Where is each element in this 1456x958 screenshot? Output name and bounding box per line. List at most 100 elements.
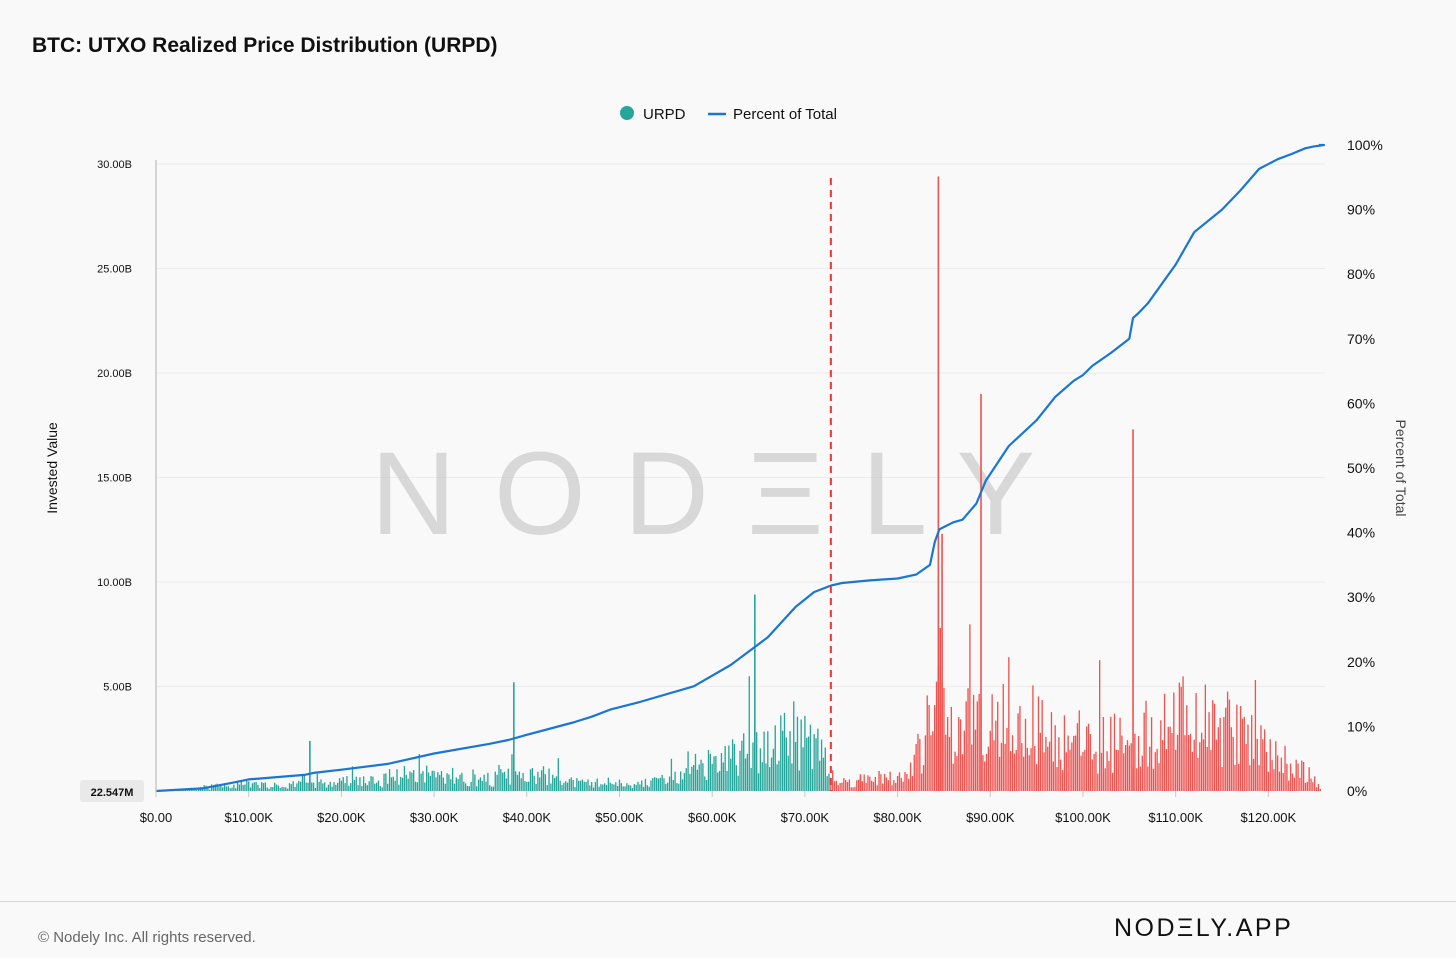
- copyright-text: © Nodely Inc. All rights reserved.: [38, 929, 256, 946]
- urpd-bar: [273, 782, 276, 791]
- urpd-bar: [670, 758, 673, 791]
- urpd-bar: [704, 776, 706, 791]
- urpd-bar: [540, 770, 543, 791]
- urpd-bar: [1247, 724, 1249, 791]
- urpd-bar: [605, 785, 608, 791]
- urpd-bar: [1295, 759, 1297, 791]
- urpd-bar: [405, 774, 407, 791]
- urpd-bar: [783, 712, 786, 791]
- y2-axis-ticks: 0% 10% 20% 30% 40% 50% 60% 70% 80% 90% 100%: [1347, 137, 1383, 799]
- y-tick-label: 30.00B: [97, 159, 132, 171]
- urpd-bar: [518, 771, 521, 791]
- brand-logo[interactable]: NODΞLY.APP: [1114, 914, 1294, 942]
- urpd-bar: [253, 782, 255, 791]
- urpd-bar: [1022, 756, 1025, 791]
- urpd-bar: [1230, 727, 1232, 791]
- legend-item-percent-of-total[interactable]: Percent of Total: [708, 106, 837, 123]
- urpd-bar: [1037, 696, 1040, 791]
- urpd-bar: [1004, 743, 1006, 791]
- urpd-bar: [1156, 748, 1158, 791]
- urpd-bar: [472, 769, 474, 791]
- urpd-bar: [1202, 739, 1205, 791]
- urpd-bar: [246, 781, 248, 791]
- x-tick-label: $80.00K: [873, 810, 922, 825]
- urpd-bar: [335, 784, 337, 791]
- urpd-bar: [1163, 693, 1166, 791]
- urpd-bar: [1108, 761, 1110, 791]
- urpd-bar: [383, 773, 385, 791]
- urpd-bar: [279, 788, 281, 791]
- urpd-spike-bar: [859, 774, 862, 791]
- x-tick-label: $100.00K: [1055, 810, 1111, 825]
- urpd-bar: [774, 725, 776, 791]
- urpd-bar: [218, 786, 220, 791]
- urpd-bar: [1288, 780, 1290, 791]
- x-tick-label: $110.00K: [1148, 810, 1203, 825]
- urpd-bar: [529, 769, 532, 791]
- urpd-bar: [572, 780, 574, 791]
- urpd-bar: [539, 777, 541, 791]
- urpd-bar: [963, 730, 965, 791]
- x-tick-label: $0.00: [140, 810, 173, 825]
- urpd-bar: [1275, 741, 1277, 791]
- urpd-bar: [1171, 733, 1173, 791]
- urpd-bar: [1260, 725, 1262, 791]
- urpd-bar: [311, 782, 313, 791]
- urpd-bar: [848, 779, 851, 791]
- urpd-bar: [566, 782, 569, 791]
- urpd-bar: [681, 779, 684, 791]
- urpd-bar: [1187, 735, 1190, 791]
- urpd-bar: [906, 774, 908, 791]
- urpd-bar: [1251, 715, 1253, 791]
- urpd-bar: [324, 782, 326, 791]
- urpd-bar: [476, 786, 478, 791]
- urpd-bar: [830, 785, 832, 791]
- urpd-bar: [591, 782, 593, 791]
- urpd-bar: [932, 731, 934, 791]
- urpd-bar: [1089, 734, 1092, 791]
- urpd-bar: [1150, 717, 1153, 791]
- urpd-bar: [689, 773, 691, 791]
- urpd-bar: [602, 784, 604, 791]
- urpd-bar: [837, 785, 839, 791]
- urpd-bar: [231, 787, 233, 791]
- urpd-bar: [1232, 736, 1234, 791]
- urpd-bar: [1193, 739, 1195, 791]
- urpd-bar: [1173, 692, 1175, 791]
- urpd-bar: [687, 751, 689, 791]
- urpd-bar: [546, 785, 548, 791]
- urpd-bar: [1152, 768, 1155, 791]
- urpd-bar: [798, 770, 800, 791]
- urpd-bar: [192, 789, 194, 791]
- urpd-bar: [502, 772, 504, 791]
- urpd-bar: [778, 760, 780, 791]
- urpd-bar: [1061, 770, 1064, 791]
- urpd-spike-bar: [513, 682, 515, 791]
- urpd-bar: [288, 783, 291, 791]
- urpd-bar: [212, 785, 215, 791]
- urpd-bar: [744, 758, 747, 791]
- y-axis-label: Invested Value: [44, 422, 60, 514]
- urpd-bar: [559, 780, 561, 791]
- urpd-bar: [1184, 735, 1186, 791]
- urpd-bar: [292, 781, 294, 791]
- legend: URPD Percent of Total: [620, 106, 837, 123]
- urpd-bar: [1069, 749, 1071, 791]
- urpd-bar: [418, 753, 420, 791]
- legend-item-urpd[interactable]: URPD: [620, 106, 686, 123]
- urpd-bar: [909, 762, 912, 791]
- urpd-bar: [1043, 752, 1045, 791]
- urpd-bar: [1223, 717, 1225, 791]
- y-tick-label: 20.00B: [97, 368, 132, 380]
- urpd-bar: [1074, 735, 1077, 791]
- urpd-bar: [946, 717, 949, 791]
- urpd-bar: [1178, 682, 1181, 791]
- urpd-bar: [242, 784, 244, 791]
- urpd-bar: [705, 779, 708, 791]
- urpd-bar: [233, 784, 235, 791]
- urpd-bar: [266, 787, 268, 791]
- urpd-bar: [552, 774, 554, 791]
- urpd-bar: [1186, 705, 1188, 791]
- urpd-bar: [1286, 763, 1288, 791]
- urpd-bar: [1204, 684, 1207, 791]
